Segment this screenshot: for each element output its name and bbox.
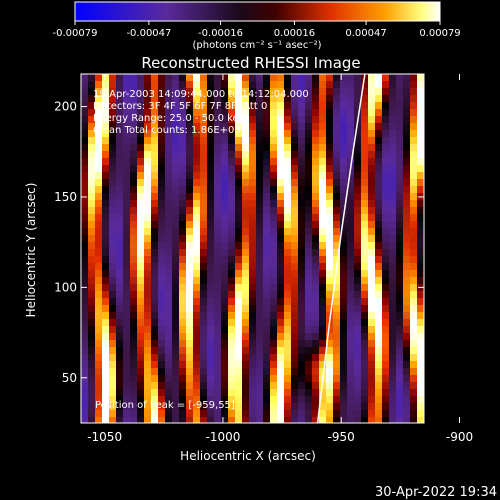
x-tick-label: -1000 xyxy=(205,430,240,444)
x-tick-label: -950 xyxy=(328,430,355,444)
colorbar-unit-label: (photons cm⁻² s⁻¹ asec⁻²) xyxy=(192,40,321,51)
solar-limb-curve xyxy=(316,74,366,423)
observation-info: 19-Apr-2003 14:09:44.000 to 14:12:04.000… xyxy=(93,89,309,136)
peak-position-label: Position of Peak = [-959,55] xyxy=(95,400,235,411)
x-tick-label: -1050 xyxy=(87,430,122,444)
y-tick-label: 100 xyxy=(54,280,77,294)
colorbar-tick-label: -0.00079 xyxy=(53,28,98,39)
info-line: Energy Range: 25.0 - 50.0 keV xyxy=(93,113,246,124)
y-tick-label: 200 xyxy=(54,100,77,114)
y-axis-label: Heliocentric Y (arcsec) xyxy=(24,183,38,318)
colorbar xyxy=(74,1,441,22)
info-line: 19-Apr-2003 14:09:44.000 to 14:12:04.000 xyxy=(93,89,309,100)
y-axis-ticks: 50 100 150 200 xyxy=(54,100,424,385)
info-line: Clean Total counts: 1.86E+03 xyxy=(93,125,241,136)
colorbar-tick-label: -0.00047 xyxy=(126,28,171,39)
y-tick-label: 50 xyxy=(62,371,77,385)
colorbar-tick-label: -0.00016 xyxy=(198,28,243,39)
x-tick-label: -900 xyxy=(446,430,473,444)
y-tick-label: 150 xyxy=(54,190,77,204)
colorbar-tick-label: 0.00016 xyxy=(274,28,315,39)
heatmap-image xyxy=(81,74,424,423)
info-line: Detectors: 3F 4F 5F 6F 7F 8F, Att 0 xyxy=(93,101,267,112)
plot-frame xyxy=(80,73,425,424)
footer-timestamp: 30-Apr-2022 19:34 xyxy=(375,485,497,500)
colorbar-tick-label: 0.00047 xyxy=(345,28,386,39)
chart-title: Reconstructed RHESSI Image xyxy=(141,54,360,72)
colorbar-tick-label: 0.00079 xyxy=(419,28,460,39)
colorbar-ticks: -0.00079 -0.00047 -0.00016 0.00016 0.00047 0.… xyxy=(53,21,461,39)
x-axis-label: Heliocentric X (arcsec) xyxy=(180,449,316,463)
x-axis-ticks: -1050 -1000 -950 -900 xyxy=(87,74,473,444)
